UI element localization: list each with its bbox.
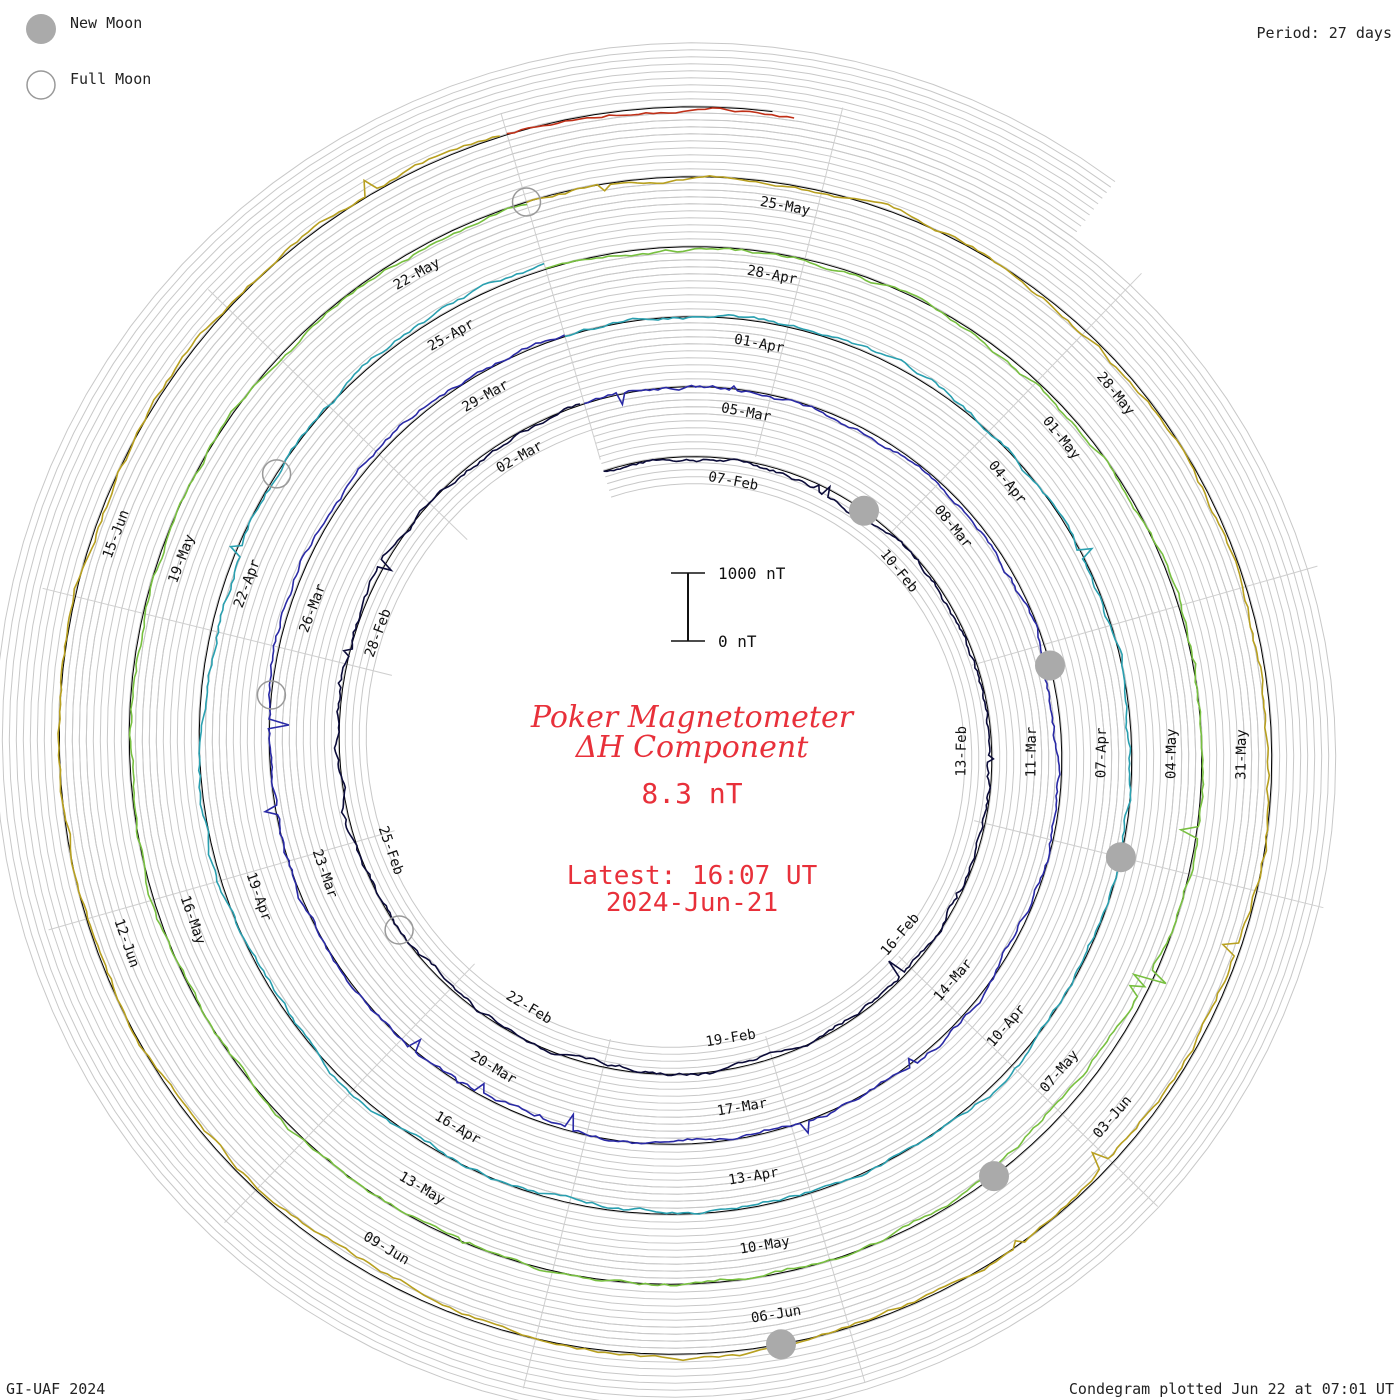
date-label: 28-Feb	[362, 607, 395, 660]
date-label: 10-Apr	[984, 1002, 1029, 1051]
trace-rotation-6	[506, 107, 795, 135]
grid-spoke	[891, 272, 1142, 533]
trace-rotation-2	[262, 334, 1061, 1145]
new-moon-marker	[766, 1329, 796, 1360]
date-label: 16-Apr	[432, 1108, 484, 1148]
date-label: 22-May	[391, 255, 443, 294]
date-label: 14-Mar	[931, 956, 976, 1005]
latest-time: Latest: 16:07 UT	[567, 861, 818, 891]
date-label: 07-May	[1037, 1047, 1082, 1096]
grid-spoke	[973, 820, 1324, 909]
full-moon-marker	[256, 680, 287, 710]
legend-full-moon-icon	[26, 70, 56, 100]
date-label: 25-May	[759, 194, 812, 219]
new-moon-marker	[1105, 842, 1136, 873]
new-moon-marker	[979, 1161, 1009, 1192]
trace-rotation-5	[57, 135, 1271, 1362]
scale-top-label: 1000 nT	[718, 564, 786, 583]
legend-full-moon-label: Full Moon	[70, 70, 152, 88]
full-moon-marker	[261, 459, 292, 489]
grid-spoke	[765, 1036, 866, 1383]
date-label: 01-Apr	[733, 331, 786, 356]
date-label: 07-Apr	[1093, 727, 1110, 778]
scale-bottom-label: 0 nT	[718, 632, 757, 651]
grid-spiral	[8, 56, 1323, 1400]
date-label: 11-Mar	[1023, 727, 1040, 778]
date-label: 13-Feb	[953, 726, 970, 777]
new-moon-marker	[1035, 650, 1065, 681]
grid-spiral	[29, 77, 1302, 1384]
latest-date: 2024-Jun-21	[606, 888, 778, 918]
chart-title: Poker Magnetometer	[530, 700, 855, 735]
full-moon-marker	[384, 915, 414, 945]
trace-rotation-4	[128, 203, 1205, 1287]
legend-new-moon-label: New Moon	[70, 14, 143, 32]
date-label: 05-Mar	[720, 400, 773, 425]
grid-spoke	[971, 565, 1318, 666]
date-label: 22-Feb	[503, 988, 555, 1028]
date-label: 16-Feb	[878, 910, 923, 959]
scale-bar: 1000 nT 0 nT	[671, 564, 786, 651]
grid-spoke	[522, 1038, 611, 1389]
trace-rotation-1	[333, 403, 995, 1077]
full-moon-marker	[511, 187, 542, 217]
chart-subtitle: ΔH Component	[575, 730, 809, 765]
legend-new-moon-icon	[26, 14, 56, 44]
grid-spoke	[755, 107, 844, 458]
grid-spoke	[207, 289, 468, 540]
date-label: 19-Feb	[705, 1026, 757, 1050]
date-label: 29-Mar	[459, 377, 511, 416]
date-label: 19-May	[165, 532, 198, 585]
grid-spiral	[1, 49, 1330, 1400]
date-label: 31-May	[1233, 729, 1250, 780]
grid-spoke	[500, 113, 601, 460]
date-label: 28-Apr	[746, 263, 799, 288]
grid-spiral	[50, 98, 1281, 1363]
footer-credit: GI-UAF 2024	[6, 1380, 106, 1398]
date-label: 13-May	[396, 1169, 448, 1209]
grid-spiral	[43, 91, 1288, 1370]
grid-spiral	[57, 105, 1274, 1356]
date-label: 04-May	[1163, 728, 1180, 779]
trace-rotation-3	[197, 262, 1132, 1215]
date-label: 15-Jun	[100, 508, 133, 561]
grid-spiral	[15, 63, 1316, 1398]
grid-spiral	[22, 70, 1309, 1391]
grid-spoke	[42, 587, 393, 676]
new-moon-marker	[849, 495, 879, 526]
grid-spiral	[0, 42, 1337, 1400]
date-label: 26-Mar	[296, 582, 329, 635]
date-label: 02-Mar	[494, 438, 546, 477]
grid-spiral	[36, 84, 1295, 1377]
grid-spoke	[898, 956, 1159, 1207]
current-value: 8.3 nT	[641, 777, 742, 810]
date-label: 25-Feb	[375, 824, 407, 877]
footer-plot-time: Condegram plotted Jun 22 at 07:01 UT	[1068, 1380, 1394, 1398]
date-label: 07-Feb	[707, 469, 760, 494]
period-label: Period: 27 days	[1256, 24, 1392, 42]
date-label: 20-Mar	[467, 1048, 519, 1088]
